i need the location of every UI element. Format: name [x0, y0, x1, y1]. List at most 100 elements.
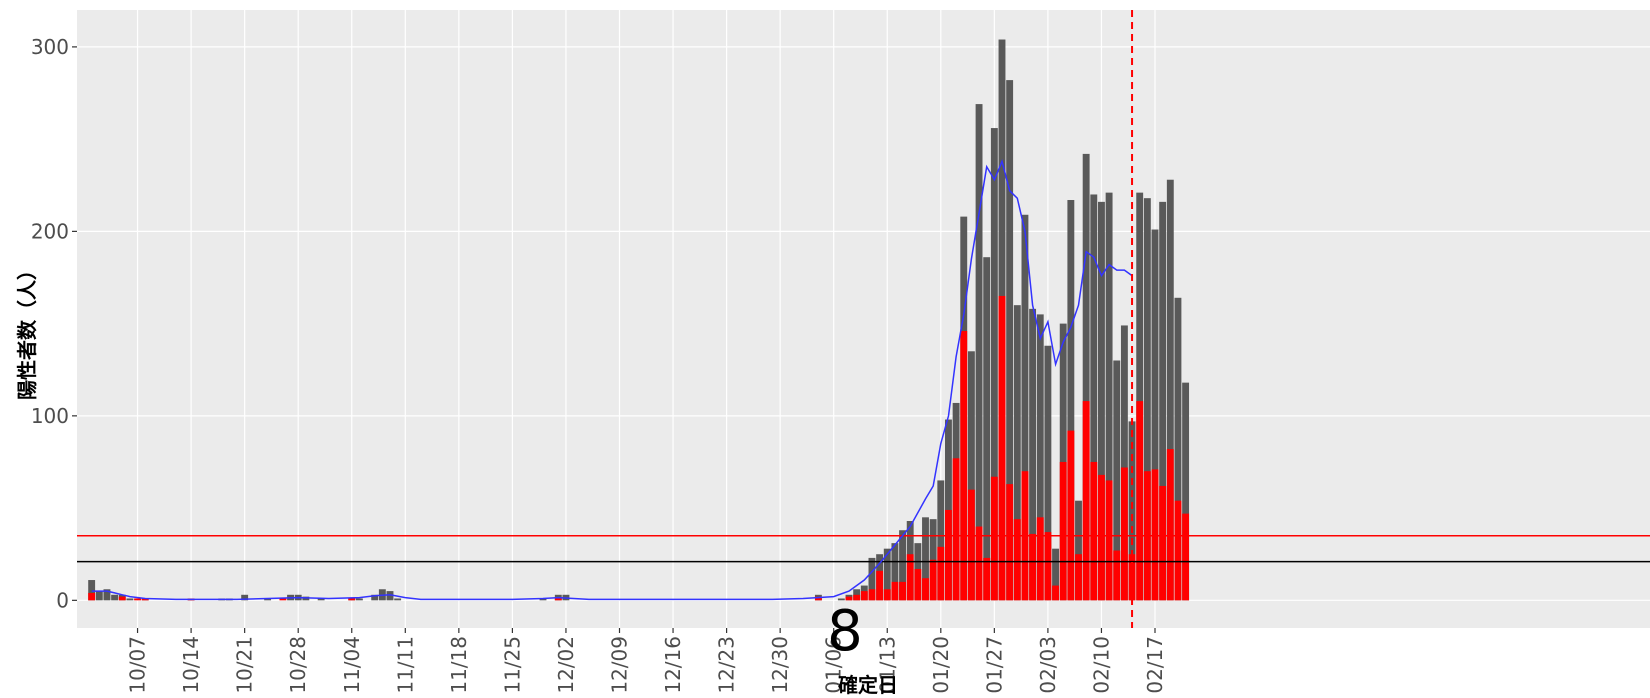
total-bar	[88, 580, 96, 601]
y-tick-label: 100	[31, 404, 69, 428]
subset-bar	[883, 589, 891, 601]
total-bar	[1029, 308, 1037, 601]
subset-bar	[1090, 461, 1098, 601]
total-bar	[891, 543, 899, 601]
total-bar	[241, 594, 249, 601]
subset-bar	[967, 489, 975, 601]
subset-bar	[914, 568, 922, 601]
subset-bar	[990, 476, 998, 601]
x-axis-ticks: 10/07 10/14 10/21 10/28 11/04 11/11 11/18 11/25…	[126, 628, 1167, 694]
subset-bar	[1159, 485, 1167, 601]
subset-bar	[853, 594, 861, 601]
subset-bar	[118, 596, 126, 601]
y-axis-ticks: 0 100 200 300	[31, 35, 77, 612]
total-bar	[990, 128, 998, 601]
subset-bar	[554, 598, 562, 601]
total-bar	[317, 598, 325, 601]
x-tick-label: 02/03	[1036, 636, 1060, 694]
subset-bar	[937, 546, 945, 601]
subset-bar	[1067, 430, 1075, 601]
x-tick-label: 10/28	[286, 636, 310, 694]
x-tick-label: 10/21	[233, 636, 257, 694]
subset-bar	[141, 598, 149, 601]
x-tick-label: 12/16	[661, 636, 685, 694]
total-bar	[1128, 421, 1136, 601]
x-tick-label: 11/18	[447, 636, 471, 694]
subset-bar	[1113, 550, 1121, 601]
subset-bar	[1044, 532, 1052, 601]
total-bar	[1098, 201, 1105, 601]
total-bar	[1044, 345, 1052, 601]
overlay-number: 8	[827, 599, 863, 664]
subset-bar	[891, 581, 899, 601]
total-bar	[1082, 153, 1090, 601]
x-tick-label: 12/23	[715, 636, 739, 694]
y-tick-label: 300	[31, 35, 69, 59]
subset-bar	[814, 596, 822, 601]
subset-bar	[983, 557, 991, 601]
total-bar	[1136, 192, 1144, 601]
x-tick-label: 01/06	[822, 636, 846, 694]
subset-bar	[899, 581, 906, 601]
x-tick-label: 11/04	[340, 636, 364, 694]
total-bar	[899, 530, 906, 601]
subset-bar	[88, 592, 96, 601]
x-axis-title: 確定日	[838, 673, 898, 697]
subset-bar	[1105, 480, 1113, 601]
subset-bar	[1098, 474, 1105, 601]
total-bar	[111, 594, 119, 601]
subset-bar	[1151, 469, 1159, 601]
subset-bar	[998, 295, 1006, 601]
subset-bar	[1052, 585, 1059, 601]
subset-bar	[1029, 533, 1037, 601]
total-bar	[1105, 192, 1113, 601]
x-tick-label: 02/17	[1143, 636, 1167, 694]
subset-bar	[1036, 517, 1044, 601]
total-bar	[386, 591, 394, 601]
subset-bar	[1075, 554, 1082, 601]
subset-bar	[1174, 500, 1182, 601]
total-bar	[975, 104, 983, 601]
y-axis-title: 陽性者数（人）	[15, 260, 39, 400]
total-bar	[371, 594, 379, 601]
total-bar	[1151, 229, 1159, 601]
x-tick-label: 11/25	[500, 636, 524, 694]
total-bar	[1090, 194, 1098, 601]
reference-lines	[77, 535, 1650, 563]
total-bar	[937, 480, 945, 601]
total-bar	[1067, 200, 1075, 601]
total-bar	[126, 598, 134, 601]
total-bar	[264, 598, 272, 601]
subset-bar	[876, 570, 884, 601]
total-bar	[1036, 314, 1044, 601]
total-bar	[983, 257, 991, 601]
x-tick-label: 01/27	[982, 636, 1006, 694]
subset-bar	[845, 596, 853, 601]
total-bar	[1120, 325, 1128, 601]
subset-bar	[945, 509, 952, 601]
total-bar	[883, 548, 891, 601]
subset-bar	[1166, 449, 1174, 601]
x-tick-label: 01/20	[929, 636, 953, 694]
y-tick-label: 0	[56, 588, 69, 612]
x-tick-label: 12/30	[768, 636, 792, 694]
subset-bar	[975, 526, 983, 601]
subset-bar	[1059, 461, 1067, 601]
y-tick-label: 200	[31, 219, 69, 243]
subset-bar	[348, 598, 356, 601]
x-tick-label: 12/09	[608, 636, 632, 694]
subset-bar	[1006, 484, 1014, 601]
moving-average-line	[91, 158, 1133, 601]
total-bar	[394, 598, 402, 601]
total-bar	[1166, 179, 1174, 601]
subset-bar	[868, 589, 876, 601]
total-bar	[922, 517, 929, 601]
total-bar	[1113, 360, 1121, 601]
subset-bar	[279, 598, 287, 601]
subset-bar	[922, 578, 929, 601]
total-bar	[103, 589, 111, 601]
subset-bar	[1013, 519, 1021, 601]
x-tick-label: 12/02	[554, 636, 578, 694]
x-tick-label: 10/14	[179, 636, 203, 694]
